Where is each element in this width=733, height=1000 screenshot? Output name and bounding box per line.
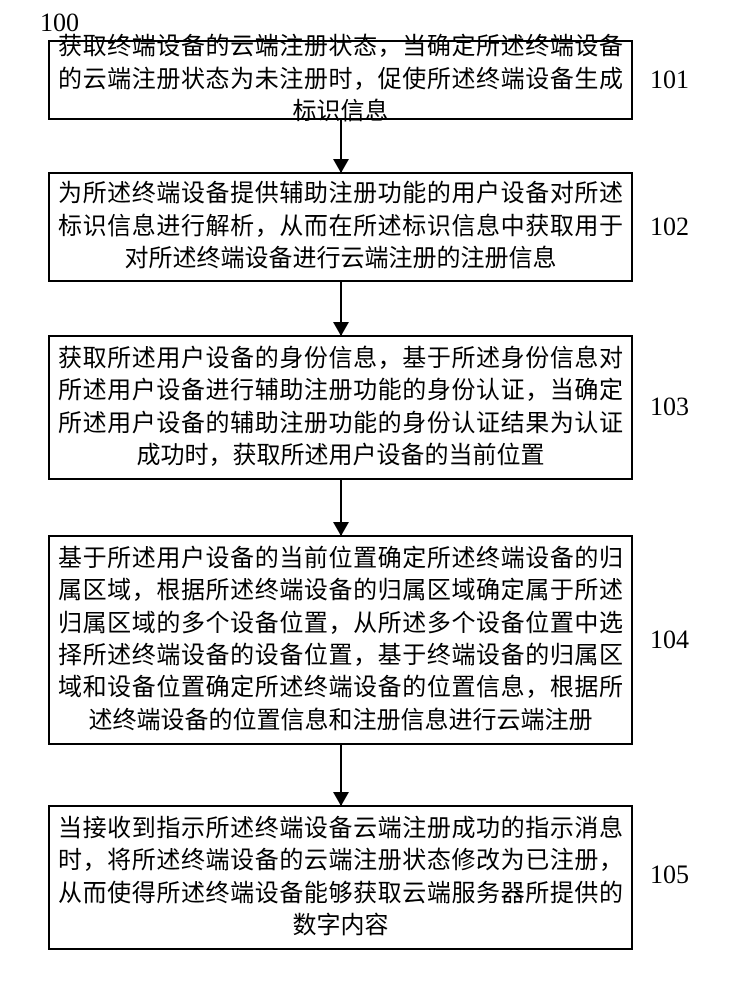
flow-node-text: 为所述终端设备提供辅助注册功能的用户设备对所述标识信息进行解析，从而在所述标识信… (58, 178, 623, 275)
flow-node-label: 105 (650, 860, 689, 890)
flow-node-102: 为所述终端设备提供辅助注册功能的用户设备对所述标识信息进行解析，从而在所述标识信… (48, 172, 633, 282)
flow-arrow (340, 745, 342, 805)
flow-node-label: 102 (650, 212, 689, 242)
flow-node-103: 获取所述用户设备的身份信息，基于所述身份信息对所述用户设备进行辅助注册功能的身份… (48, 335, 633, 480)
flow-node-label: 103 (650, 392, 689, 422)
flow-node-text: 获取所述用户设备的身份信息，基于所述身份信息对所述用户设备进行辅助注册功能的身份… (58, 343, 623, 473)
flow-arrow (340, 282, 342, 335)
flow-node-104: 基于所述用户设备的当前位置确定所述终端设备的归属区域，根据所述终端设备的归属区域… (48, 535, 633, 745)
flowchart-canvas: 100 获取终端设备的云端注册状态，当确定所述终端设备的云端注册状态为未注册时，… (0, 0, 733, 1000)
flow-node-text: 当接收到指示所述终端设备云端注册成功的指示消息时，将所述终端设备的云端注册状态修… (58, 813, 623, 943)
flow-arrow (340, 120, 342, 172)
flow-node-label: 101 (650, 65, 689, 95)
flow-node-text: 获取终端设备的云端注册状态，当确定所述终端设备的云端注册状态为未注册时，促使所述… (58, 31, 623, 128)
flow-node-text: 基于所述用户设备的当前位置确定所述终端设备的归属区域，根据所述终端设备的归属区域… (58, 543, 623, 737)
flow-node-101: 获取终端设备的云端注册状态，当确定所述终端设备的云端注册状态为未注册时，促使所述… (48, 40, 633, 120)
flow-node-105: 当接收到指示所述终端设备云端注册成功的指示消息时，将所述终端设备的云端注册状态修… (48, 805, 633, 950)
flow-arrow (340, 480, 342, 535)
flow-node-label: 104 (650, 625, 689, 655)
